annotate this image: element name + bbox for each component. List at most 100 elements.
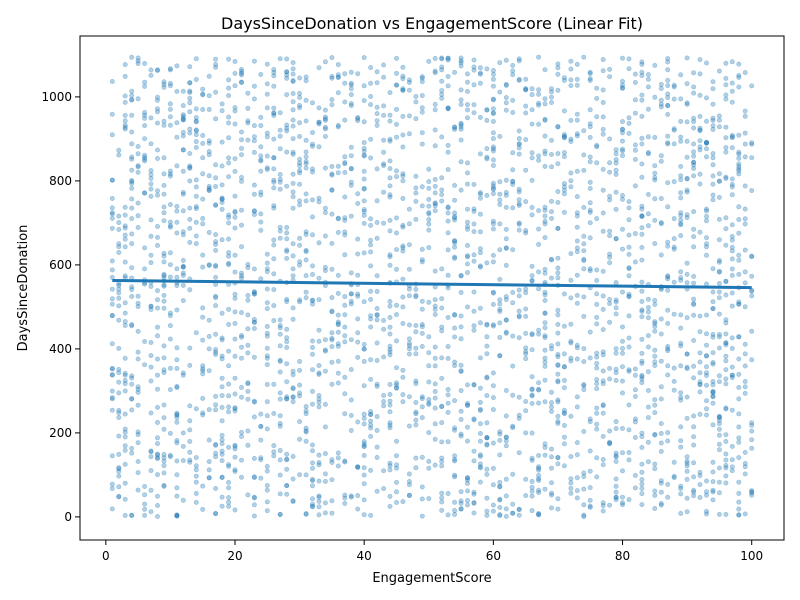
- scatter-point: [742, 221, 748, 227]
- scatter-point: [426, 210, 432, 216]
- scatter-point: [555, 455, 561, 461]
- scatter-point: [129, 381, 135, 387]
- scatter-point: [445, 314, 451, 320]
- scatter-point: [219, 448, 225, 454]
- scatter-point: [206, 368, 212, 374]
- scatter-point: [368, 425, 374, 431]
- scatter-point: [219, 437, 225, 443]
- scatter-point: [426, 458, 432, 464]
- scatter-point: [264, 345, 270, 351]
- scatter-point: [309, 263, 315, 269]
- scatter-point: [581, 486, 587, 492]
- scatter-point: [432, 306, 438, 312]
- scatter-point: [361, 439, 367, 445]
- scatter-point: [374, 198, 380, 204]
- scatter-point: [393, 462, 399, 468]
- scatter-point: [619, 450, 625, 456]
- scatter-point: [381, 62, 387, 68]
- scatter-point: [490, 83, 496, 89]
- scatter-point: [697, 113, 703, 119]
- scatter-point: [368, 102, 374, 108]
- scatter-point: [490, 163, 496, 169]
- scatter-point: [239, 178, 245, 184]
- scatter-point: [264, 463, 270, 469]
- scatter-point: [387, 228, 393, 234]
- scatter-point: [684, 271, 690, 277]
- scatter-point: [374, 69, 380, 75]
- scatter-point: [213, 263, 219, 269]
- scatter-point: [684, 154, 690, 160]
- scatter-point: [652, 359, 658, 365]
- scatter-point: [413, 292, 419, 298]
- scatter-point: [594, 455, 600, 461]
- scatter-point: [206, 73, 212, 79]
- scatter-point: [226, 321, 232, 327]
- scatter-point: [697, 71, 703, 77]
- scatter-point: [206, 475, 212, 481]
- scatter-point: [619, 130, 625, 136]
- scatter-point: [264, 167, 270, 173]
- scatter-point: [226, 260, 232, 266]
- scatter-point: [477, 190, 483, 196]
- scatter-point: [658, 82, 664, 88]
- scatter-point: [665, 274, 671, 280]
- scatter-point: [264, 269, 270, 275]
- scatter-point: [361, 299, 367, 305]
- scatter-point: [239, 310, 245, 316]
- scatter-point: [116, 345, 122, 351]
- scatter-point: [703, 214, 709, 220]
- scatter-point: [697, 411, 703, 417]
- scatter-point: [174, 266, 180, 272]
- scatter-point: [716, 373, 722, 379]
- scatter-point: [381, 137, 387, 143]
- scatter-point: [322, 107, 328, 113]
- scatter-point: [180, 103, 186, 109]
- scatter-point: [193, 467, 199, 473]
- scatter-point: [619, 378, 625, 384]
- scatter-point: [309, 476, 315, 482]
- scatter-point: [335, 455, 341, 461]
- scatter-point: [148, 454, 154, 460]
- scatter-point: [161, 204, 167, 210]
- scatter-point: [652, 175, 658, 181]
- scatter-point: [503, 236, 509, 242]
- scatter-point: [490, 407, 496, 413]
- scatter-point: [555, 225, 561, 231]
- scatter-point: [439, 91, 445, 97]
- scatter-point: [213, 295, 219, 301]
- scatter-point: [368, 412, 374, 418]
- scatter-point: [335, 230, 341, 236]
- scatter-point: [736, 439, 742, 445]
- scatter-point: [490, 322, 496, 328]
- scatter-point: [393, 121, 399, 127]
- scatter-point: [122, 322, 128, 328]
- scatter-point: [426, 196, 432, 202]
- scatter-point: [167, 83, 173, 89]
- scatter-point: [716, 479, 722, 485]
- scatter-point: [652, 301, 658, 307]
- scatter-point: [155, 109, 161, 115]
- scatter-point: [477, 80, 483, 86]
- scatter-point: [452, 197, 458, 203]
- scatter-point: [342, 374, 348, 380]
- scatter-point: [419, 74, 425, 80]
- scatter-point: [503, 443, 509, 449]
- scatter-point: [439, 175, 445, 181]
- scatter-point: [458, 369, 464, 375]
- scatter-point: [213, 61, 219, 67]
- scatter-point: [464, 488, 470, 494]
- scatter-point: [445, 149, 451, 155]
- scatter-point: [297, 102, 303, 108]
- scatter-point: [406, 77, 412, 83]
- scatter-point: [613, 494, 619, 500]
- scatter-point: [361, 472, 367, 478]
- scatter-point: [555, 362, 561, 368]
- scatter-point: [529, 273, 535, 279]
- scatter-point: [284, 326, 290, 332]
- scatter-point: [109, 177, 115, 183]
- scatter-point: [277, 413, 283, 419]
- scatter-point: [122, 259, 128, 265]
- scatter-point: [251, 455, 257, 461]
- scatter-point: [135, 429, 141, 435]
- scatter-point: [574, 249, 580, 255]
